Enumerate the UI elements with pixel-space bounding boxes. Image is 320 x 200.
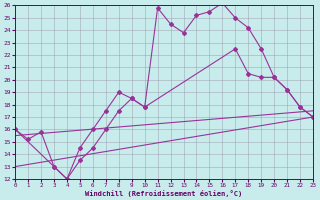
X-axis label: Windchill (Refroidissement éolien,°C): Windchill (Refroidissement éolien,°C) xyxy=(85,190,243,197)
